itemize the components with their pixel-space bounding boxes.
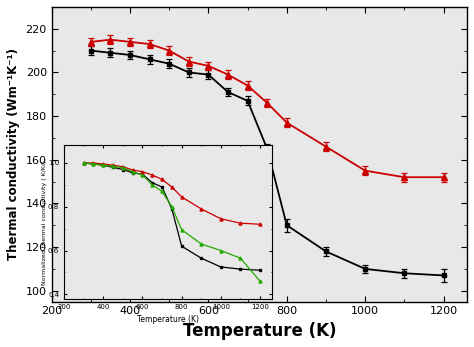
Y-axis label: Thermal conductivity (Wm⁻¹K⁻¹): Thermal conductivity (Wm⁻¹K⁻¹) — [7, 48, 20, 260]
X-axis label: Temperature (K): Temperature (K) — [182, 322, 336, 340]
